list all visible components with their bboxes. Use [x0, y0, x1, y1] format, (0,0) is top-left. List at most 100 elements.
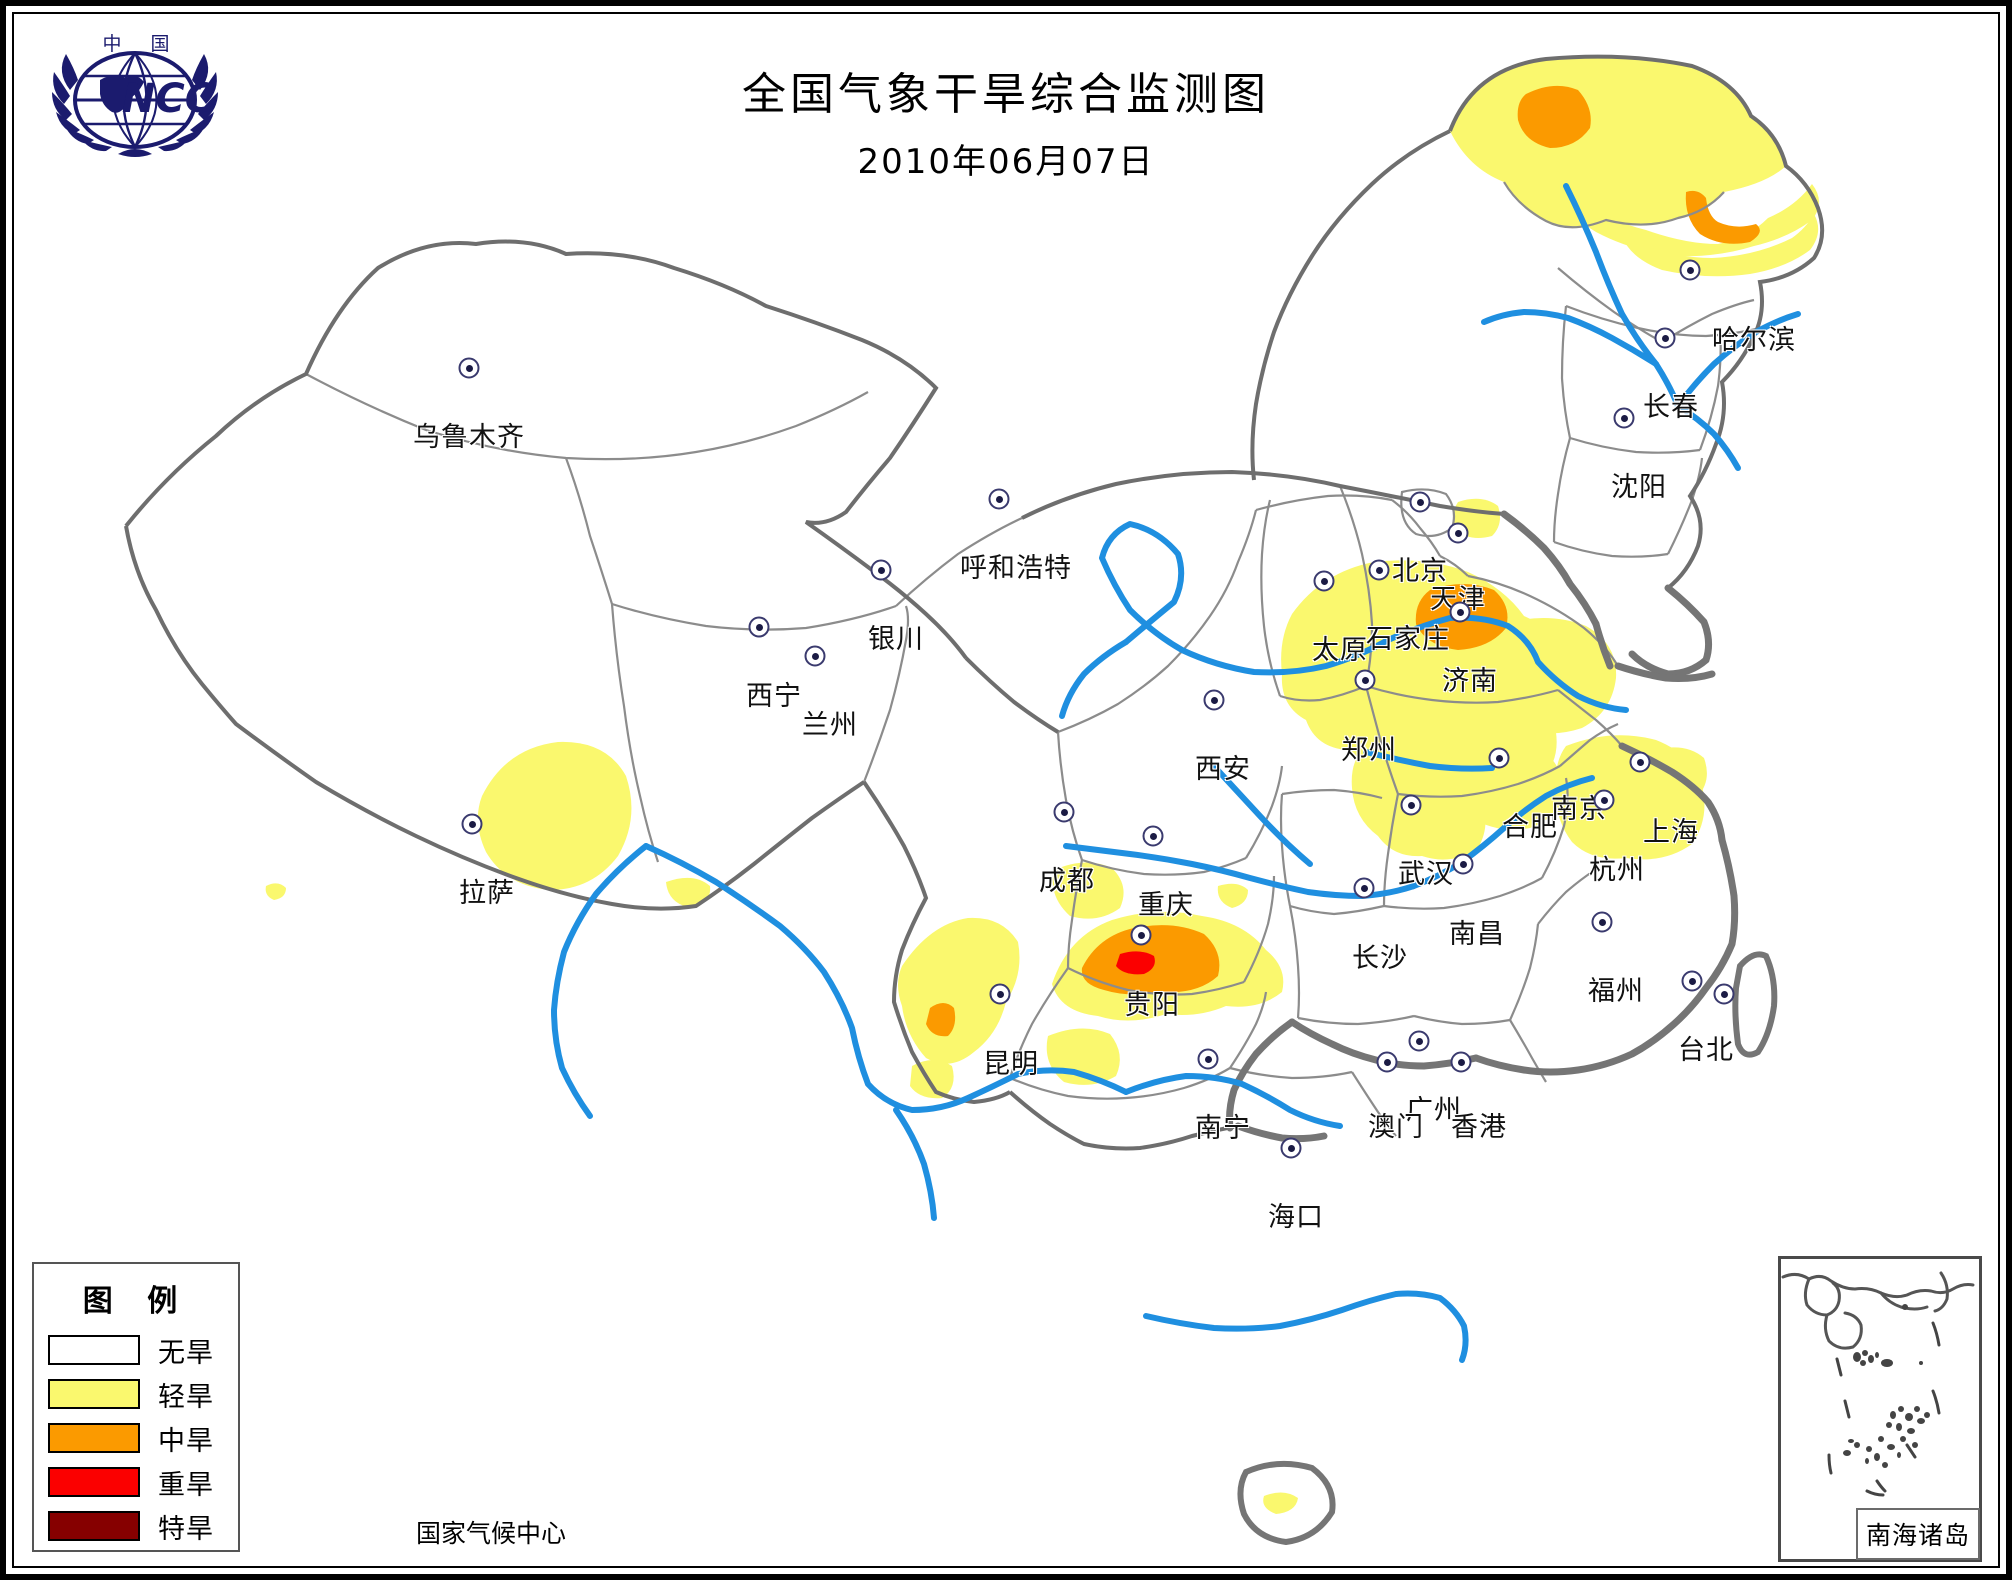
- drought-region-northeast-border-strip: [1685, 190, 1760, 244]
- city-marker: [1313, 570, 1335, 592]
- city-label: 西安: [1195, 754, 1251, 785]
- map-date: 2010年06月07日: [857, 142, 1155, 182]
- hainan-island: [1237, 1460, 1336, 1546]
- city-label: 杭州: [1589, 855, 1645, 886]
- city-label: 上海: [1643, 817, 1699, 848]
- river-yellow: [1099, 521, 1629, 713]
- city-marker: [988, 488, 1010, 510]
- map-inner-frame: [12, 12, 2000, 1568]
- taiwan-island: [1732, 951, 1778, 1058]
- drought-region-tibet-west-spot: [265, 883, 286, 900]
- city-marker: [458, 357, 480, 379]
- drought-region-sichuan-south: [1052, 862, 1124, 919]
- city-label: 南昌: [1449, 919, 1505, 950]
- city-label: 兰州: [802, 710, 858, 741]
- city-marker: [1354, 669, 1376, 691]
- city-label: 南宁: [1195, 1113, 1251, 1144]
- legend-row: 中旱: [34, 1416, 238, 1460]
- city-label: 西宁: [746, 681, 802, 712]
- city-label: 太原: [1312, 635, 1368, 666]
- city-marker: [870, 559, 892, 581]
- city-marker: [1053, 801, 1075, 823]
- city-marker: [1142, 825, 1164, 847]
- city-label: 济南: [1442, 666, 1498, 697]
- china-drought-map: [6, 6, 2006, 1574]
- river-songhua: [1563, 183, 1681, 409]
- city-marker: [1681, 970, 1703, 992]
- city-label: 呼和浩特: [960, 553, 1072, 584]
- city-marker: [1629, 751, 1651, 773]
- source-credit: 国家气候中心: [416, 1519, 567, 1548]
- city-label: 广州: [1406, 1095, 1462, 1126]
- city-label: 香港: [1451, 1112, 1507, 1143]
- drought-region-yunnan-south-tail: [910, 1060, 954, 1099]
- city-label: 北京: [1392, 556, 1448, 587]
- city-label: 重庆: [1138, 890, 1194, 921]
- drought-region-tibet-central: [477, 741, 632, 890]
- city-label: 银川: [868, 624, 924, 655]
- city-marker: [1654, 327, 1676, 349]
- legend-label: 特旱: [158, 1513, 214, 1545]
- city-marker: [1353, 877, 1375, 899]
- page-title: 全国气象干旱综合监测图: [742, 69, 1270, 120]
- city-marker: [1591, 911, 1613, 933]
- city-marker: [748, 616, 770, 638]
- city-label: 郑州: [1341, 735, 1397, 766]
- legend-title: 图 例: [82, 1284, 190, 1319]
- city-marker: [1280, 1137, 1302, 1159]
- legend-label: 轻旱: [158, 1381, 214, 1413]
- city-label: 哈尔滨: [1712, 325, 1796, 356]
- drought-region-qinghai-spot: [666, 877, 711, 908]
- city-label: 长春: [1643, 392, 1699, 423]
- city-label: 长沙: [1352, 943, 1408, 974]
- city-marker: [1400, 794, 1422, 816]
- legend-label: 中旱: [158, 1425, 214, 1457]
- city-marker: [1408, 1030, 1430, 1052]
- city-label: 昆明: [983, 1049, 1039, 1080]
- city-label: 澳门: [1368, 1112, 1424, 1143]
- legend-row: 特旱: [34, 1504, 238, 1548]
- city-marker: [1409, 491, 1431, 513]
- city-label: 合肥: [1502, 812, 1558, 843]
- legend-row: 重旱: [34, 1460, 238, 1504]
- drought-region-heilongjiang-east-tail: [1622, 214, 1819, 277]
- drought-region-inner-mongolia-heilongjiang-north: [1450, 56, 1786, 228]
- ncc-emblem: NCC 中 国: [40, 28, 230, 158]
- city-marker: [1613, 407, 1635, 429]
- legend-label: 重旱: [158, 1469, 214, 1501]
- city-label: 沈阳: [1611, 472, 1667, 503]
- city-label: 台北: [1678, 1035, 1734, 1066]
- city-marker: [804, 645, 826, 667]
- drought-region-guiyang-core: [1116, 951, 1155, 975]
- city-marker: [1447, 522, 1469, 544]
- city-marker: [1450, 1051, 1472, 1073]
- city-marker: [1679, 259, 1701, 281]
- city-marker: [1130, 924, 1152, 946]
- svg-text:NCC: NCC: [122, 76, 214, 122]
- city-marker: [1203, 689, 1225, 711]
- drought-region-inner-mongolia-north-core: [1517, 85, 1591, 148]
- city-marker: [1449, 601, 1471, 623]
- drought-regions: [265, 56, 1819, 1514]
- south-china-sea-inset: 南海诸岛: [1778, 1256, 1982, 1562]
- drought-region-hainan-spot: [1263, 1492, 1298, 1514]
- national-border: [124, 54, 1825, 1151]
- city-label: 贵阳: [1124, 990, 1180, 1021]
- legend-row: 轻旱: [34, 1372, 238, 1416]
- logo-text-zhong: 中: [102, 33, 121, 55]
- legend-label: 无旱: [158, 1337, 214, 1369]
- city-label: 福州: [1588, 976, 1644, 1007]
- drought-region-yunnan-core: [926, 1003, 956, 1037]
- legend-row: 无旱: [34, 1328, 238, 1372]
- legend-rows: 无旱轻旱中旱重旱特旱: [34, 1328, 238, 1548]
- legend-swatch: [48, 1511, 140, 1541]
- legend-box: 图 例 无旱轻旱中旱重旱特旱: [32, 1262, 240, 1552]
- city-marker: [989, 983, 1011, 1005]
- city-label: 成都: [1039, 866, 1095, 897]
- drought-region-anhui-jiangsu-link: [1453, 738, 1564, 830]
- city-label: 石家庄: [1366, 624, 1450, 655]
- inset-islands: [1843, 1304, 1930, 1468]
- city-marker: [1376, 1051, 1398, 1073]
- city-label: 拉萨: [459, 878, 515, 909]
